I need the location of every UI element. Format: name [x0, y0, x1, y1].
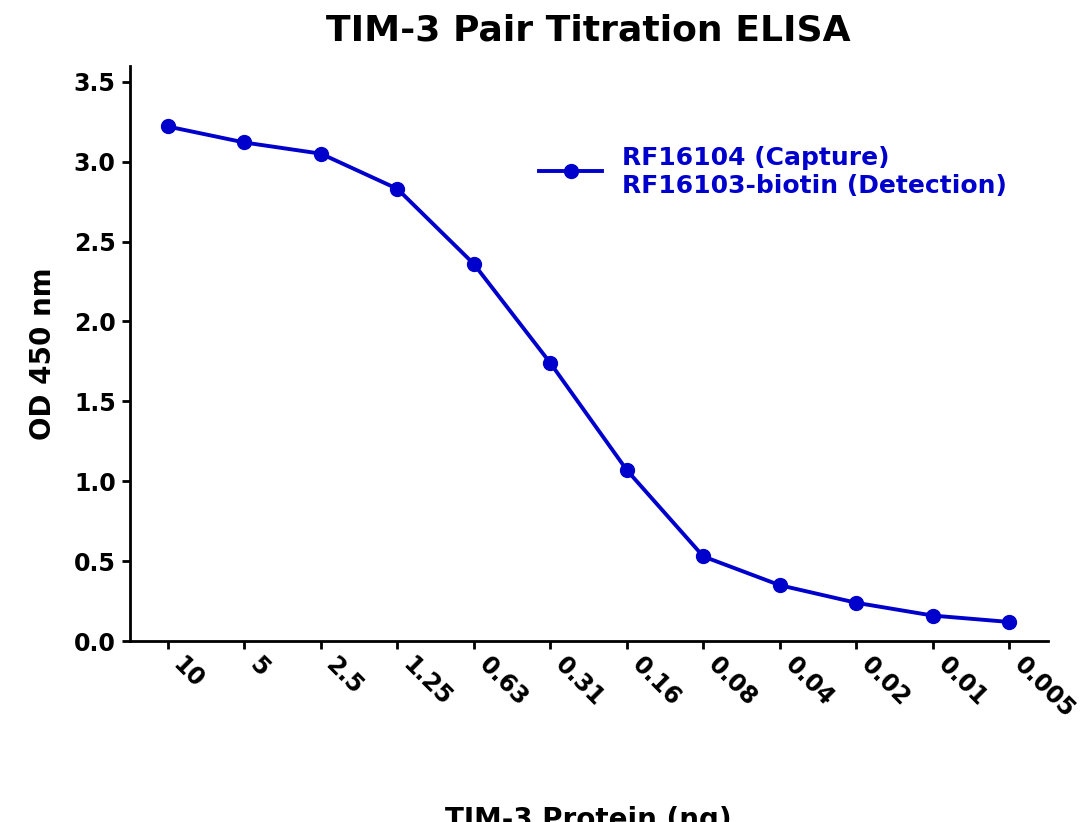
Y-axis label: OD 450 nm: OD 450 nm: [29, 267, 57, 440]
X-axis label: TIM-3 Protein (ng): TIM-3 Protein (ng): [445, 806, 732, 822]
Legend: RF16104 (Capture)
RF16103-biotin (Detection): RF16104 (Capture) RF16103-biotin (Detect…: [529, 136, 1016, 208]
Title: TIM-3 Pair Titration ELISA: TIM-3 Pair Titration ELISA: [326, 14, 851, 48]
